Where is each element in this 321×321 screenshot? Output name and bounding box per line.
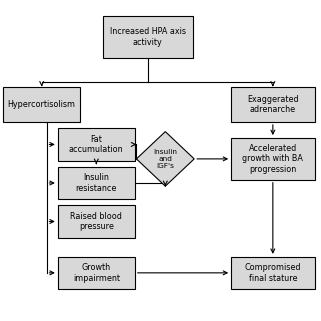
- FancyBboxPatch shape: [103, 16, 193, 58]
- Text: Hypercortisolism: Hypercortisolism: [8, 100, 76, 109]
- Polygon shape: [136, 132, 194, 186]
- Text: Insulin
and
IGF's: Insulin and IGF's: [153, 149, 177, 169]
- Text: Accelerated
growth with BA
progression: Accelerated growth with BA progression: [242, 144, 303, 174]
- Text: Growth
impairment: Growth impairment: [73, 263, 120, 282]
- Text: Increased HPA axis
activity: Increased HPA axis activity: [110, 27, 186, 47]
- FancyBboxPatch shape: [58, 128, 135, 160]
- FancyBboxPatch shape: [231, 138, 315, 180]
- FancyBboxPatch shape: [231, 87, 315, 122]
- Text: Insulin
resistance: Insulin resistance: [76, 173, 117, 193]
- FancyBboxPatch shape: [58, 257, 135, 289]
- FancyBboxPatch shape: [231, 257, 315, 289]
- Text: Compromised
final stature: Compromised final stature: [245, 263, 301, 282]
- Text: Raised blood
pressure: Raised blood pressure: [70, 212, 122, 231]
- FancyBboxPatch shape: [3, 87, 80, 122]
- FancyBboxPatch shape: [58, 167, 135, 199]
- Text: Fat
accumulation: Fat accumulation: [69, 135, 124, 154]
- FancyBboxPatch shape: [58, 205, 135, 238]
- Text: Exaggerated
adrenarche: Exaggerated adrenarche: [247, 95, 299, 114]
